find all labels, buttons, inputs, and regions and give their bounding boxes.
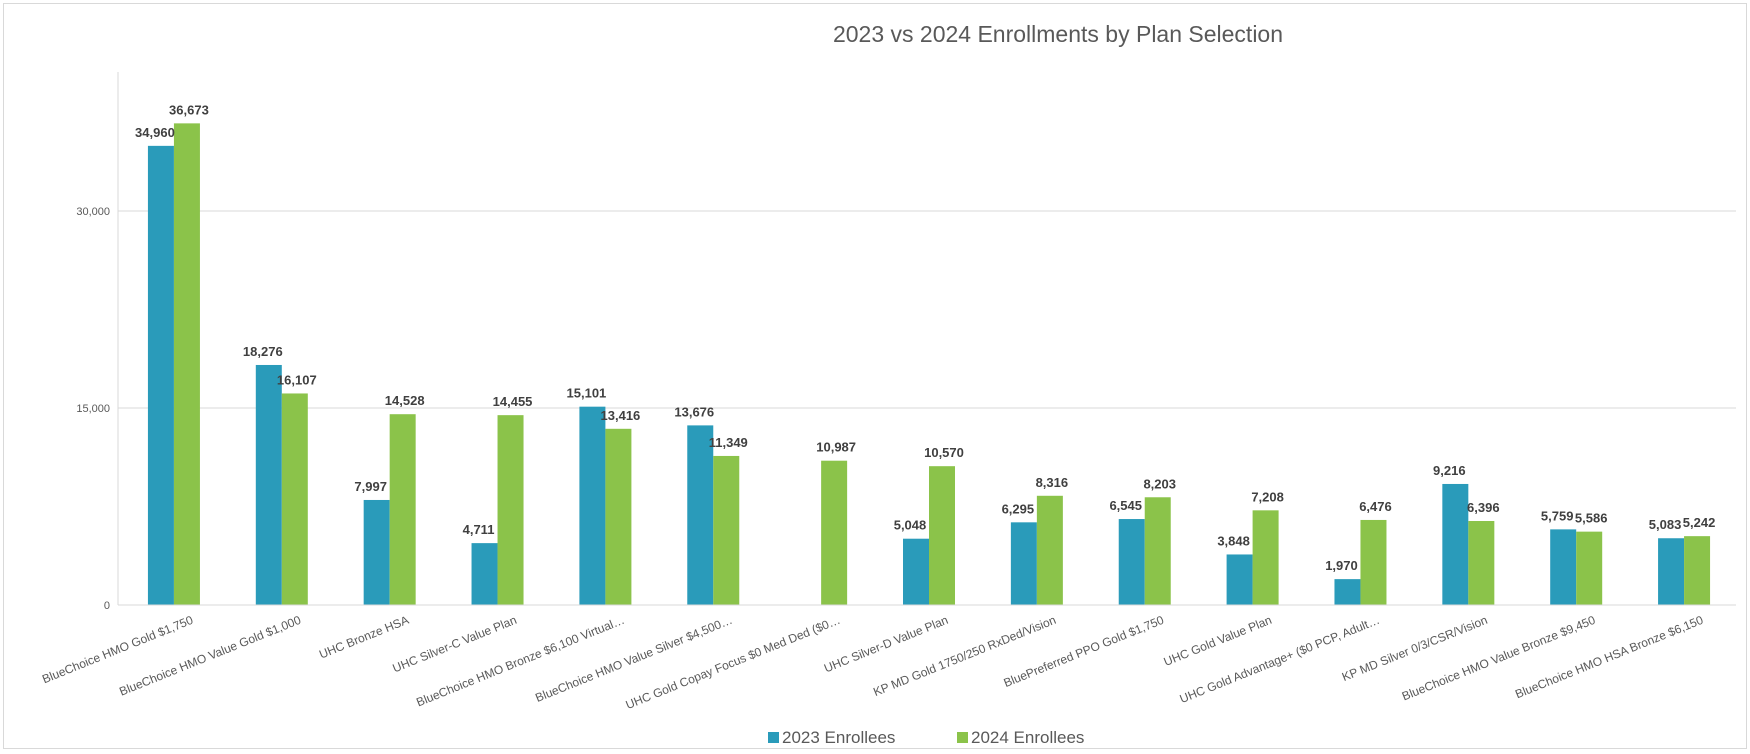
bar-2024: [389, 414, 416, 605]
data-label-2023: 5,759: [1541, 508, 1574, 523]
bar-2024: [929, 466, 955, 605]
bar-2023: [1226, 554, 1253, 605]
data-label-2024: 10,987: [816, 440, 856, 455]
data-label-2023: 3,848: [1217, 533, 1250, 548]
chart-frame: 2023 vs 2024 Enrollments by Plan Selecti…: [3, 3, 1747, 749]
data-label-2024: 14,455: [493, 394, 533, 409]
bar-2023: [1010, 522, 1037, 605]
legend-swatch-2023: [768, 732, 779, 743]
y-tick-label: 30,000: [76, 206, 110, 218]
data-label-2024: 11,349: [709, 435, 748, 450]
data-label-2023: 6,295: [1002, 501, 1035, 516]
bar-2024: [1252, 510, 1279, 605]
x-tick-label: UHC Gold Advantage+ ($0 PCP, Adult…: [1178, 613, 1382, 706]
data-label-2024: 10,570: [924, 445, 964, 460]
data-label-2024: 6,396: [1467, 500, 1500, 515]
x-tick-label: BlueChoice HMO Bronze $6,100 Virtual…: [414, 613, 626, 710]
bar-2024: [821, 460, 848, 605]
data-label-2024: 8,203: [1143, 476, 1176, 491]
data-label-2024: 7,208: [1251, 489, 1284, 504]
gridlines: [118, 210, 1736, 409]
bar-2024: [605, 428, 632, 605]
x-tick-label: KP MD Gold 1750/250 RxDed/Vision: [871, 613, 1058, 699]
data-label-2023: 18,276: [243, 344, 283, 359]
data-label-2023: 9,216: [1433, 463, 1466, 478]
x-tick-label: BlueChoice HMO Value Bronze $9,450: [1400, 613, 1598, 704]
data-labels: 34,960 36,673 18,276 16,107 7,997 14,528 4,711…: [135, 102, 1715, 573]
bar-2023: [363, 499, 390, 605]
data-label-2024: 5,242: [1683, 515, 1716, 530]
bar-2024: [713, 455, 740, 605]
data-label-2023: 4,711: [463, 522, 495, 537]
data-label-2024: 13,416: [601, 408, 641, 423]
bar-2023: [687, 425, 714, 605]
bar-2023: [1118, 519, 1145, 605]
bar-2023: [1334, 579, 1361, 605]
chart-title: 2023 vs 2024 Enrollments by Plan Selecti…: [833, 21, 1283, 47]
legend-label-2023: 2023 Enrollees: [782, 728, 895, 747]
bar-2024: [1468, 520, 1495, 605]
bar-2023: [903, 538, 929, 605]
bar-2023: [147, 145, 174, 605]
bar-2024: [281, 393, 308, 605]
bar-2024: [1360, 519, 1387, 605]
data-label-2023: 6,545: [1109, 498, 1142, 513]
bar-2024: [1144, 497, 1171, 605]
bar-2023: [255, 364, 282, 605]
data-label-2023: 7,997: [354, 479, 387, 494]
bar-2023: [579, 406, 606, 605]
data-label-2023: 13,676: [674, 404, 714, 419]
bar-2024: [1684, 536, 1711, 605]
bar-chart: 2023 vs 2024 Enrollments by Plan Selecti…: [40, 21, 1736, 747]
data-label-2024: 36,673: [169, 102, 209, 117]
bar-2023: [1550, 529, 1577, 605]
x-tick-label: UHC Gold Copay Focus $0 Med Ded ($0…: [624, 613, 843, 712]
data-label-2024: 14,528: [385, 393, 425, 408]
bars: [147, 123, 1711, 605]
data-label-2024: 8,316: [1036, 475, 1069, 490]
data-label-2023: 5,048: [894, 518, 927, 533]
data-label-2023: 5,083: [1649, 517, 1682, 532]
bar-2024: [1576, 531, 1603, 605]
legend-label-2024: 2024 Enrollees: [971, 728, 1084, 747]
bar-2023: [1658, 538, 1685, 605]
bar-2024: [497, 415, 524, 605]
bar-2023: [471, 543, 498, 605]
data-label-2023: 15,101: [567, 386, 607, 401]
x-tick-label: UHC Bronze HSA: [317, 613, 411, 662]
data-label-2023: 34,960: [135, 125, 175, 140]
x-tick-label: BlueChoice HMO HSA Bronze $6,150: [1513, 613, 1705, 702]
data-label-2024: 6,476: [1359, 499, 1392, 514]
data-label-2024: 5,586: [1575, 511, 1608, 526]
x-tick-label: BlueChoice HMO Value Silver $4,500…: [533, 613, 734, 705]
legend-swatch-2024: [957, 732, 968, 743]
data-label-2024: 16,107: [277, 372, 317, 387]
bar-2024: [1036, 495, 1063, 605]
y-axis: 0 15,000 30,000: [76, 72, 119, 612]
bar-2023: [1442, 483, 1469, 605]
y-tick-label: 15,000: [76, 403, 110, 415]
bar-2024: [173, 123, 200, 605]
y-tick-label: 0: [104, 600, 110, 612]
data-label-2023: 1,970: [1325, 558, 1358, 573]
x-tick-label: BlueChoice HMO Value Gold $1,000: [117, 613, 303, 699]
legend: 2023 Enrollees 2024 Enrollees: [768, 728, 1084, 747]
